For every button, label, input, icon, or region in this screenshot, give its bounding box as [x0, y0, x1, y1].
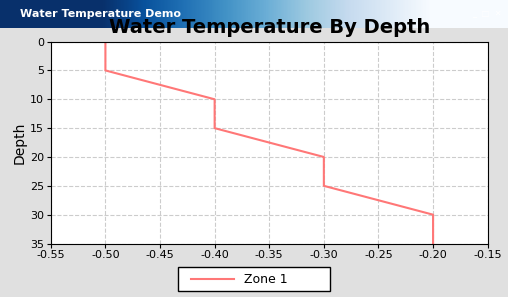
- Text: Zone 1: Zone 1: [244, 273, 288, 286]
- Title: Water Temperature By Depth: Water Temperature By Depth: [109, 18, 430, 37]
- Text: _  □  ✕: _ □ ✕: [472, 10, 502, 19]
- Bar: [178, 267, 330, 291]
- Y-axis label: Depth: Depth: [13, 121, 27, 164]
- Text: Water Temperature Demo: Water Temperature Demo: [20, 9, 181, 19]
- X-axis label: Temperature: Temperature: [225, 266, 313, 280]
